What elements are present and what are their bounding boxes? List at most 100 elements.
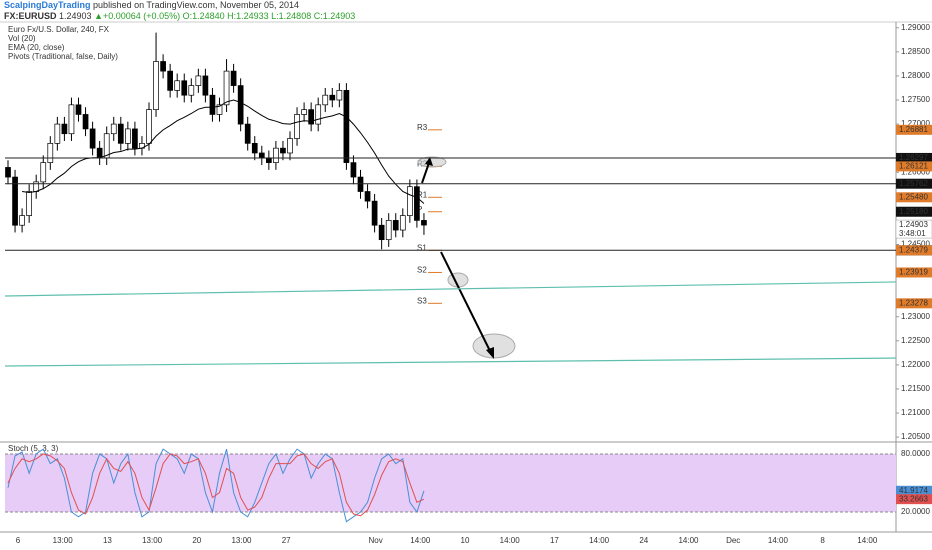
- candle-body: [167, 70, 173, 91]
- candle-body: [110, 123, 117, 135]
- candle-body: [223, 70, 230, 106]
- pivot-box: [896, 245, 932, 256]
- candle-body: [5, 167, 11, 178]
- trendline: [4, 281, 897, 297]
- level-box: [896, 178, 932, 189]
- candle-body: [96, 147, 103, 159]
- x-tick-label: 13: [103, 536, 112, 545]
- y-tick-label: 1.22000: [901, 360, 930, 369]
- symbol: FX:EURUSD: [4, 11, 57, 21]
- candle-body: [336, 90, 343, 101]
- author[interactable]: ScalpingDayTrading: [4, 0, 91, 10]
- x-tick-label: 13:00: [53, 536, 74, 545]
- y-tick-label: 1.28000: [901, 71, 930, 80]
- annotations: [4, 156, 897, 367]
- pivot-name: S1: [417, 243, 427, 252]
- candle-body: [392, 220, 399, 231]
- legend-item: EMA (20, close): [8, 43, 65, 52]
- candle-body: [117, 123, 124, 144]
- pivot-label: 1.23919: [899, 268, 928, 277]
- y-tick-label: 1.27000: [901, 119, 930, 128]
- stoch-line: [7, 453, 425, 517]
- x-tick-label: 14:00: [768, 536, 789, 545]
- candle-body: [202, 75, 209, 96]
- candle-body: [350, 162, 357, 178]
- candle-body: [407, 186, 413, 216]
- candle-body: [237, 85, 244, 125]
- x-tick-label: 27: [282, 536, 291, 545]
- price: 1.24903: [59, 11, 92, 21]
- stoch-last-box: [896, 494, 932, 505]
- candle-body: [160, 61, 166, 72]
- legend-item: Vol (20): [8, 34, 36, 43]
- candle-body: [75, 104, 82, 115]
- x-tick-label: 13:00: [231, 536, 252, 545]
- pivot-box: [896, 192, 932, 203]
- candle-body: [364, 191, 371, 202]
- pivot-label: 1.23278: [899, 298, 928, 307]
- pivot-box: [896, 124, 932, 135]
- y-tick-label: 1.20500: [901, 432, 930, 441]
- candle-body: [378, 224, 385, 241]
- candle-body: [216, 104, 223, 115]
- y-tick-label: 1.26000: [901, 167, 930, 176]
- level-label: 1.26297: [899, 153, 928, 162]
- pivot-box: [896, 267, 932, 278]
- pivot-name: S3: [417, 296, 427, 305]
- candle-body: [174, 80, 181, 91]
- candle-body: [385, 220, 392, 241]
- pivot-label: 1.26121: [899, 162, 928, 171]
- x-tick-label: 14:00: [500, 536, 521, 545]
- x-tick-label: 10: [461, 536, 470, 545]
- ellipse: [417, 156, 447, 168]
- stoch-band: [5, 453, 896, 512]
- candle-body: [273, 147, 279, 163]
- pivot-name: R1: [417, 190, 428, 199]
- pivot-box: [896, 298, 932, 309]
- stoch-tick-label: 80.0000: [901, 449, 930, 458]
- pivot-name: S2: [417, 266, 427, 275]
- candle-body: [266, 157, 272, 163]
- trendline: [4, 357, 897, 367]
- x-tick-label: 20: [192, 536, 201, 545]
- candle-body: [47, 143, 54, 163]
- candle-body: [132, 128, 138, 149]
- x-tick-label: 14:00: [410, 536, 431, 545]
- y-tick-label: 1.27500: [901, 95, 930, 104]
- y-tick-label: 1.22500: [901, 336, 930, 345]
- pivot-label: 1.26881: [899, 125, 928, 134]
- candle-body: [258, 152, 265, 159]
- x-tick-label: 13:00: [142, 536, 163, 545]
- legend-item: Euro Fx/U.S. Dollar, 240, FX: [8, 25, 110, 34]
- candle-body: [322, 94, 329, 106]
- x-tick-label: 24: [639, 536, 648, 545]
- y-tick-label: 1.23000: [901, 312, 930, 321]
- candle-body: [315, 104, 322, 125]
- candle-body: [244, 123, 251, 144]
- candle-body: [195, 75, 202, 86]
- candle-body: [124, 128, 131, 144]
- candle-body: [181, 80, 188, 96]
- candle-body: [82, 114, 89, 130]
- pivot-name: R3: [417, 123, 428, 132]
- stoch-title: Stoch (5, 3, 3): [8, 444, 59, 453]
- quote-line: FX:EURUSD 1.24903 ▲+0.00064 (+0.05%) O:1…: [4, 11, 355, 21]
- candle-body: [54, 123, 61, 144]
- candle-body: [280, 147, 286, 154]
- candle-body: [153, 61, 159, 110]
- last-label: 1.24903: [899, 220, 928, 229]
- countdown: 3:48:01: [899, 229, 926, 238]
- header-line: ScalpingDayTrading published on TradingV…: [4, 0, 299, 10]
- stoch-tick-label: 20.0000: [901, 507, 930, 516]
- arrowhead: [425, 157, 433, 166]
- x-tick-label: 8: [820, 536, 825, 545]
- candle-body: [188, 85, 195, 96]
- candle-body: [209, 94, 216, 115]
- candle-body: [89, 128, 96, 149]
- x-tick-label: Dec: [726, 536, 740, 545]
- candle-body: [12, 176, 18, 226]
- arrowhead: [486, 347, 494, 359]
- last-box: [895, 219, 932, 239]
- y-tick-label: 1.21500: [901, 384, 930, 393]
- ohlc: O:1.24840 H:1.24933 L:1.24808 C:1.24903: [183, 11, 356, 21]
